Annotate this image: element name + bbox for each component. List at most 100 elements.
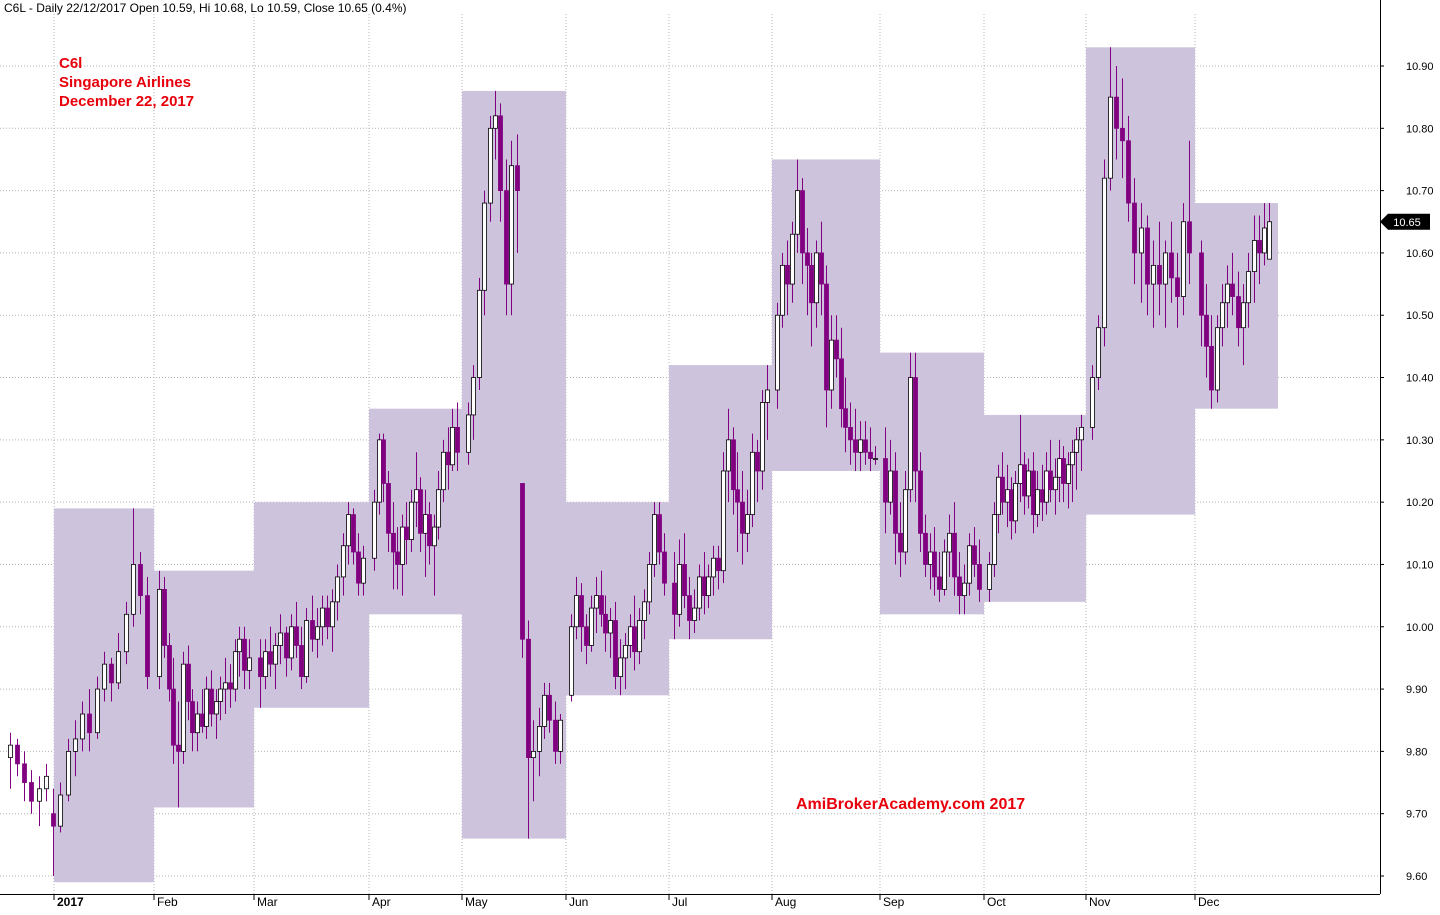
candle-body-down: [1157, 264, 1162, 285]
candle-body-up: [488, 127, 493, 204]
candle-body-down: [299, 645, 304, 678]
x-tick-label: Aug: [775, 895, 796, 909]
candle-body-up: [594, 595, 599, 609]
candle-body-down: [381, 439, 386, 484]
candle-body-down: [1236, 296, 1241, 329]
candle-body-up: [628, 626, 633, 646]
candle-body-down: [843, 408, 848, 428]
candle-body-down: [386, 483, 391, 534]
candle-body-down: [258, 657, 263, 678]
candle-body-up: [1070, 451, 1075, 466]
candle-body-up: [493, 115, 498, 129]
candle-body-up: [223, 682, 228, 690]
candle-body-down: [800, 190, 805, 254]
x-tick-label: Oct: [987, 895, 1006, 909]
candle-body-up: [1090, 377, 1095, 428]
candle-body-up: [44, 775, 49, 790]
candle-body-down: [957, 576, 962, 597]
x-tick-label: Nov: [1089, 895, 1110, 909]
candle-body-down: [735, 489, 740, 503]
candle-body-down: [1120, 127, 1125, 142]
candle-body-down: [1187, 221, 1192, 254]
candle-body-up: [1220, 302, 1225, 329]
candle-body-down: [15, 744, 20, 765]
candle-body-up: [58, 794, 63, 827]
candle-body-down: [228, 682, 233, 690]
candle-body-down: [51, 813, 56, 827]
candle-body-up: [278, 632, 283, 646]
candle-body-down: [547, 694, 552, 721]
candle-body-down: [584, 626, 589, 646]
candle-body-up: [320, 607, 325, 628]
candle-body-up: [273, 645, 278, 665]
candle-body-up: [450, 426, 455, 466]
candle-body-up: [790, 233, 795, 285]
candle-body-up: [233, 651, 238, 690]
y-tick-label: 10.60: [1406, 248, 1434, 260]
candle-body-up: [903, 489, 908, 553]
x-tick-label: Sep: [883, 895, 905, 909]
candle-body-down: [603, 613, 608, 634]
candle-body-up: [537, 726, 542, 752]
candle-body-down: [1209, 345, 1214, 391]
last-price-tag-bg: [1380, 213, 1430, 230]
candle-body-down: [1000, 476, 1005, 503]
candle-body-down: [923, 532, 928, 565]
candle-body-up: [37, 788, 42, 802]
candle-body-down: [526, 638, 531, 759]
candle-body-up: [1018, 464, 1023, 484]
candle-body-up: [829, 339, 834, 391]
candle-body-up: [8, 744, 13, 759]
candle-body-up: [1079, 426, 1084, 441]
candle-body-down: [391, 532, 396, 553]
candle-body-down: [839, 358, 844, 410]
candle-body-up: [967, 545, 972, 584]
y-tick-label: 10.90: [1406, 61, 1434, 73]
candle-body-down: [87, 713, 92, 734]
candle-body-down: [1204, 314, 1209, 347]
y-tick-label: 10.30: [1406, 435, 1434, 447]
x-tick-label: Jun: [569, 895, 588, 909]
candle-body-down: [819, 252, 824, 285]
candle-body-up: [131, 564, 136, 615]
candle-body-down: [404, 526, 409, 540]
candle-body-up: [873, 458, 878, 460]
candle-body-down: [1061, 458, 1066, 484]
candle-body-down: [913, 377, 918, 472]
candle-body-down: [455, 426, 460, 453]
candle-body-down: [853, 439, 858, 453]
candle-body-down: [740, 501, 745, 534]
candle-body-down: [863, 439, 868, 453]
candle-body-up: [1102, 177, 1107, 329]
candle-body-down: [687, 595, 692, 621]
candle-body-down: [446, 451, 451, 466]
candle-body-up: [414, 489, 419, 503]
candle-body-down: [138, 564, 143, 597]
candle-body-up: [623, 645, 628, 659]
candle-body-up: [1057, 458, 1062, 478]
candle-body-up: [330, 601, 335, 628]
candle-body-down: [932, 551, 937, 578]
candle-body-down: [893, 470, 898, 534]
candle-body-down: [395, 551, 400, 565]
x-tick-label: Apr: [372, 895, 391, 909]
candle-body-up: [372, 501, 377, 559]
candle-body-down: [672, 582, 677, 615]
candle-body-down: [972, 545, 977, 565]
candle-body-down: [599, 595, 604, 615]
candle-body-down: [883, 458, 888, 503]
candle-body-down: [682, 564, 687, 597]
candle-body-down: [162, 588, 167, 646]
candle-body-down: [145, 595, 150, 678]
annotation-date: December 22, 2017: [59, 93, 195, 110]
candle-body-up: [726, 439, 731, 472]
candle-body-up: [987, 564, 992, 590]
candle-body-up: [928, 551, 933, 565]
candle-body-up: [1096, 327, 1101, 378]
candle-body-up: [157, 588, 162, 678]
y-tick-label: 10.40: [1406, 373, 1434, 385]
candle-body-up: [1262, 227, 1267, 254]
candle-body-up: [996, 476, 1001, 516]
